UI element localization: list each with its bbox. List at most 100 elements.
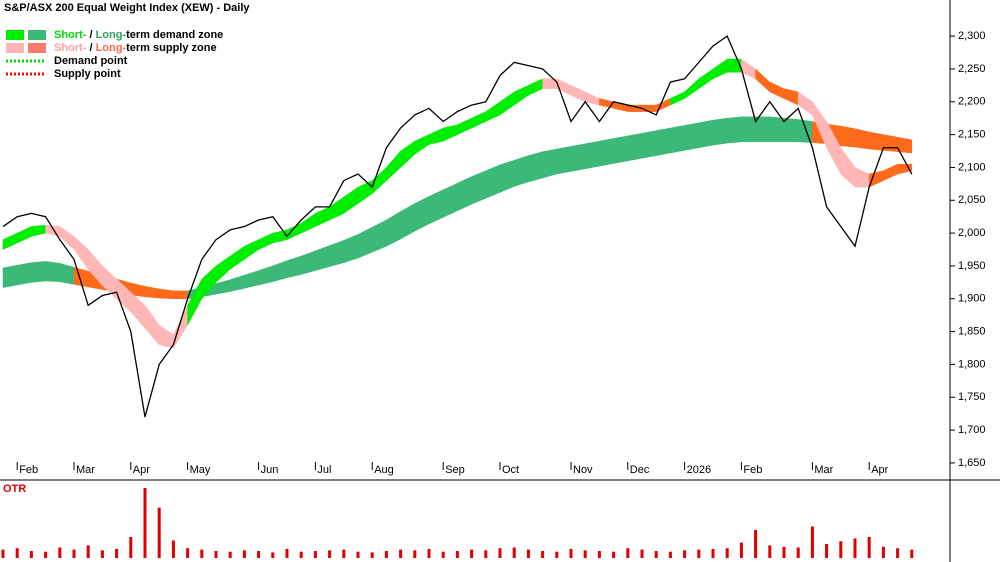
zone-band bbox=[371, 219, 387, 253]
zone-band bbox=[684, 122, 700, 151]
zone-band bbox=[400, 140, 416, 169]
otr-bar bbox=[754, 530, 758, 558]
zone-band bbox=[655, 127, 671, 156]
zone-band bbox=[144, 304, 160, 346]
zone-band bbox=[584, 140, 600, 170]
otr-bar bbox=[100, 550, 104, 558]
zone-band bbox=[45, 261, 61, 282]
zone-band bbox=[783, 88, 799, 106]
x-tick-label: Dec bbox=[630, 464, 650, 476]
zone-band bbox=[513, 155, 529, 187]
zone-band bbox=[854, 167, 870, 188]
zone-band bbox=[528, 78, 543, 96]
otr-bar bbox=[143, 488, 147, 558]
legend-text: Supply point bbox=[54, 68, 121, 80]
zone-band bbox=[272, 229, 288, 244]
x-tick-label: Oct bbox=[502, 464, 519, 476]
zone-band bbox=[2, 264, 18, 288]
zone-band bbox=[400, 203, 416, 240]
otr-bar bbox=[512, 547, 516, 558]
x-tick-label: Feb bbox=[19, 464, 38, 476]
zone-band bbox=[457, 117, 472, 136]
otr-bar bbox=[427, 548, 431, 558]
zone-band bbox=[144, 285, 160, 299]
zone-band bbox=[258, 265, 274, 286]
zone-band bbox=[840, 146, 856, 188]
zone-band bbox=[769, 81, 785, 99]
zone-band bbox=[173, 305, 188, 349]
otr-bar bbox=[597, 551, 601, 558]
legend-text: Short- bbox=[54, 29, 87, 41]
zone-band bbox=[59, 226, 75, 251]
y-tick-label: 2,200 bbox=[958, 96, 986, 108]
otr-bar bbox=[257, 551, 261, 558]
otr-bar bbox=[470, 549, 474, 558]
y-tick-label: 2,250 bbox=[958, 63, 986, 75]
x-tick-label: Apr bbox=[871, 464, 888, 476]
zone-band bbox=[130, 291, 146, 329]
zone-band bbox=[599, 138, 614, 167]
zone-band bbox=[627, 132, 643, 162]
otr-bar bbox=[399, 549, 403, 558]
otr-bar bbox=[157, 507, 161, 558]
zone-band bbox=[471, 170, 487, 205]
zone-band bbox=[229, 245, 245, 270]
otr-bar bbox=[313, 551, 317, 558]
zone-band bbox=[854, 128, 870, 150]
legend-text: / bbox=[86, 29, 95, 41]
otr-bar bbox=[853, 538, 857, 558]
legend-text: term supply zone bbox=[126, 42, 216, 54]
otr-bar bbox=[86, 545, 90, 558]
legend-text: Long- bbox=[96, 42, 127, 54]
zone-band bbox=[726, 58, 742, 73]
otr-bar bbox=[413, 550, 417, 558]
otr-bar bbox=[214, 551, 218, 558]
zone-band bbox=[613, 135, 629, 164]
zone-band bbox=[215, 279, 231, 295]
zone-band bbox=[286, 222, 302, 241]
zone-band bbox=[584, 91, 600, 106]
x-tick-label: Mar bbox=[814, 464, 833, 476]
legend-swatch bbox=[6, 30, 24, 40]
otr-bar bbox=[342, 549, 346, 558]
otr-bar bbox=[44, 551, 48, 558]
x-tick-label: Mar bbox=[76, 464, 95, 476]
zone-band bbox=[428, 189, 444, 225]
zone-band bbox=[357, 226, 373, 259]
zone-band bbox=[485, 164, 501, 199]
zone-band bbox=[755, 116, 771, 143]
otr-bar bbox=[583, 550, 587, 558]
otr-bar bbox=[654, 551, 658, 558]
zone-band bbox=[343, 234, 359, 263]
otr-bar bbox=[640, 549, 644, 558]
otr-bar bbox=[526, 549, 530, 558]
x-tick-label: Feb bbox=[743, 464, 762, 476]
otr-bar bbox=[839, 541, 843, 558]
otr-bar bbox=[881, 546, 885, 558]
zone-band bbox=[726, 116, 742, 144]
otr-bar bbox=[115, 548, 119, 558]
zone-band bbox=[528, 151, 543, 183]
zone-band bbox=[741, 116, 756, 143]
otr-bar bbox=[328, 550, 332, 558]
x-tick-label: Jul bbox=[317, 464, 331, 476]
y-tick-label: 2,300 bbox=[958, 30, 986, 42]
otr-bar bbox=[668, 551, 672, 558]
legend-label: Supply point bbox=[54, 68, 121, 80]
y-tick-label: 1,900 bbox=[958, 293, 986, 305]
otr-bar bbox=[228, 551, 232, 558]
otr-bar bbox=[129, 537, 133, 558]
otr-bar bbox=[825, 544, 829, 558]
zone-band bbox=[158, 288, 174, 300]
zone-band bbox=[769, 116, 785, 143]
otr-bar bbox=[299, 551, 303, 558]
zone-band bbox=[343, 186, 359, 214]
zone-band bbox=[599, 98, 614, 109]
zone-band bbox=[16, 262, 32, 286]
zone-band bbox=[428, 127, 444, 145]
legend-text: Demand point bbox=[54, 55, 128, 67]
zone-band bbox=[698, 119, 714, 149]
otr-bar bbox=[810, 526, 814, 558]
zone-band bbox=[755, 68, 771, 93]
otr-bar bbox=[739, 542, 743, 558]
